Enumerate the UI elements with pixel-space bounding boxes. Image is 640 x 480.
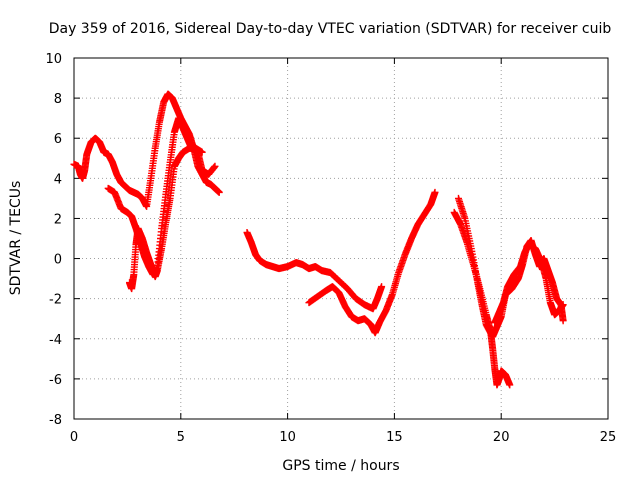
y-tick-label: 0 xyxy=(54,253,62,268)
series-arc-4 xyxy=(243,228,386,313)
series-arc-5 xyxy=(305,188,439,337)
y-axis-label: SDTVAR / TECUs xyxy=(8,181,24,296)
data-points xyxy=(70,90,567,389)
series-arc-3 xyxy=(126,144,206,293)
chart-title: Day 359 of 2016, Sidereal Day-to-day VTE… xyxy=(49,21,612,37)
data-point xyxy=(211,162,219,170)
x-tick-label: 10 xyxy=(279,430,296,445)
data-point xyxy=(506,381,514,389)
y-tick-label: 8 xyxy=(54,92,62,107)
data-point xyxy=(215,188,223,196)
y-tick-label: -2 xyxy=(49,293,62,308)
series-arc-1 xyxy=(70,90,223,210)
x-tick-label: 25 xyxy=(600,430,617,445)
axis-ticks: 0 5 10 15 20 25 -8 -6 -4 -2 0 2 4 6 8 10 xyxy=(45,52,616,445)
x-tick-label: 15 xyxy=(386,430,403,445)
y-tick-label: 4 xyxy=(54,172,62,187)
y-tick-label: -8 xyxy=(49,413,62,428)
plot-frame xyxy=(73,57,609,420)
data-point xyxy=(198,148,206,156)
y-tick-label: -4 xyxy=(49,333,62,348)
grid xyxy=(74,58,608,419)
y-tick-label: 10 xyxy=(45,52,62,67)
x-axis-label: GPS time / hours xyxy=(282,458,399,474)
x-tick-label: 5 xyxy=(177,430,185,445)
series-arc-7 xyxy=(454,194,567,341)
data-point xyxy=(559,301,567,309)
data-point xyxy=(431,188,439,196)
data-point xyxy=(378,283,386,291)
y-tick-label: 2 xyxy=(54,212,62,227)
x-tick-label: 0 xyxy=(70,430,78,445)
y-tick-label: 6 xyxy=(54,132,62,147)
data-point xyxy=(559,317,567,325)
y-tick-label: -6 xyxy=(49,373,62,388)
x-tick-label: 20 xyxy=(493,430,510,445)
series-arc-8 xyxy=(491,241,567,327)
